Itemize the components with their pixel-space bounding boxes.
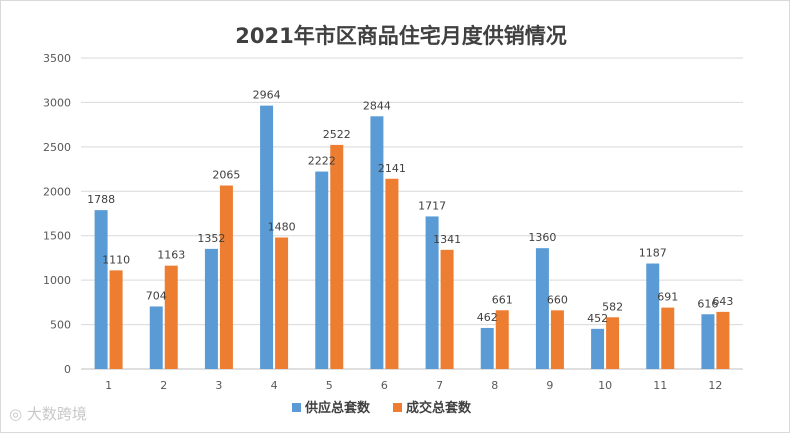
x-tick-label: 1 [105, 379, 112, 392]
data-label: 1717 [418, 199, 446, 212]
data-label: 1110 [102, 253, 130, 266]
x-tick-label: 3 [215, 379, 222, 392]
watermark-text: 大数跨境 [26, 405, 87, 423]
y-tick-label: 3000 [43, 96, 71, 109]
bar-supply [370, 116, 384, 369]
bar-sales [275, 237, 289, 369]
data-label: 1341 [433, 233, 461, 246]
bar-supply [149, 306, 163, 369]
data-label: 660 [547, 293, 568, 306]
bar-sales [109, 270, 123, 369]
x-tick-label: 8 [491, 379, 498, 392]
bar-supply [646, 263, 660, 369]
data-label: 2141 [378, 162, 406, 175]
legend: 供应总套数 成交总套数 [292, 400, 472, 416]
y-tick-label: 0 [64, 363, 71, 376]
x-axis-tick-labels: 1 2 3 4 5 6 7 8 9 10 11 12 [105, 379, 722, 392]
data-label: 2964 [253, 89, 281, 102]
data-label: 2222 [308, 155, 336, 168]
bar-supply [204, 248, 218, 369]
y-tick-label: 2000 [43, 185, 71, 198]
legend-label-supply: 供应总套数 [304, 400, 371, 416]
bar-sales [495, 310, 509, 369]
x-tick-label: 4 [271, 379, 278, 392]
bars [94, 105, 730, 369]
legend-swatch-supply [292, 403, 301, 412]
x-tick-label: 5 [326, 379, 333, 392]
bar-supply [701, 314, 715, 369]
data-label: 691 [657, 291, 678, 304]
watermark-logo: ◎ 大数跨境 [9, 403, 87, 424]
bar-sales [219, 185, 233, 369]
data-label: 1352 [197, 232, 225, 245]
bar-supply [260, 105, 274, 369]
bar-sales [606, 317, 620, 369]
x-tick-label: 6 [381, 379, 388, 392]
y-tick-label: 3500 [43, 52, 71, 65]
x-tick-label: 10 [598, 379, 612, 392]
bar-supply [315, 171, 329, 369]
data-label: 643 [712, 295, 733, 308]
data-label: 661 [492, 293, 513, 306]
data-label: 462 [477, 311, 498, 324]
bar-supply [535, 248, 549, 369]
x-tick-label: 11 [653, 379, 667, 392]
data-label: 1788 [87, 193, 115, 206]
x-tick-label: 9 [546, 379, 553, 392]
data-label: 582 [602, 300, 623, 313]
bar-sales [330, 144, 344, 369]
bar-sales [661, 307, 675, 369]
data-label: 616 [697, 297, 718, 310]
gridlines [81, 57, 743, 370]
x-tick-label: 12 [708, 379, 722, 392]
data-label: 2065 [212, 169, 240, 182]
bar-supply [591, 328, 605, 369]
y-tick-label: 2500 [43, 141, 71, 154]
x-tick-label: 7 [436, 379, 443, 392]
data-label: 2522 [323, 128, 351, 141]
y-axis-tick-labels: 0 500 1000 1500 2000 2500 3000 3500 [43, 52, 71, 376]
data-label: 704 [146, 289, 167, 302]
data-label: 2844 [363, 99, 391, 112]
data-label: 1360 [528, 231, 556, 244]
bar-sales [550, 310, 564, 369]
bar-supply [425, 216, 439, 369]
bar-supply [94, 210, 108, 369]
legend-label-sales: 成交总套数 [406, 400, 472, 416]
legend-swatch-sales [393, 403, 402, 412]
y-tick-label: 1000 [43, 274, 71, 287]
data-label: 1163 [157, 249, 185, 262]
x-tick-label: 2 [160, 379, 167, 392]
watermark-icon: ◎ [9, 405, 23, 423]
y-tick-label: 500 [50, 319, 71, 332]
data-label: 1187 [639, 247, 667, 260]
y-tick-label: 1500 [43, 230, 71, 243]
data-label: 452 [587, 312, 608, 325]
bar-sales [385, 178, 399, 369]
data-labels: 1788 704 1352 2964 2222 2844 1717 462 1360 452 118… [87, 89, 733, 325]
data-label: 1480 [268, 220, 296, 233]
bar-supply [480, 327, 494, 369]
chart-title: 2021年市区商品住宅月度供销情况 [235, 24, 566, 48]
bar-sales [164, 265, 178, 369]
bar-sales [440, 249, 454, 369]
bar-sales [716, 311, 730, 369]
